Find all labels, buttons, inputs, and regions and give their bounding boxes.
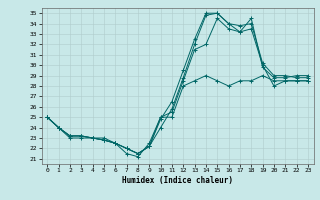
X-axis label: Humidex (Indice chaleur): Humidex (Indice chaleur)	[122, 176, 233, 185]
